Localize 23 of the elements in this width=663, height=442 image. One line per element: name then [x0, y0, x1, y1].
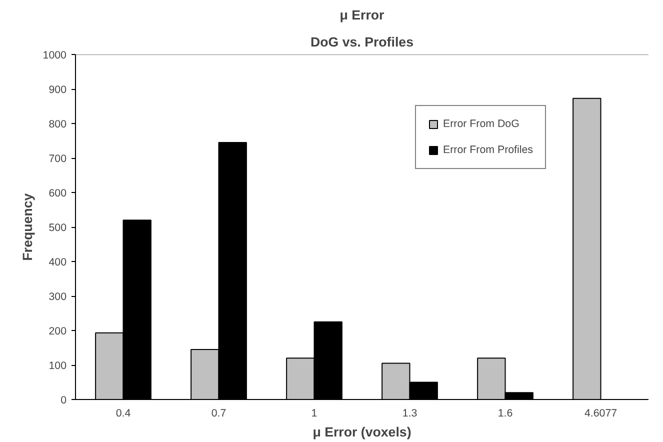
y-tick-label: 100	[48, 360, 67, 372]
y-tick-label: 800	[48, 118, 67, 130]
x-axis-title: μ Error (voxels)	[312, 424, 412, 440]
y-tick-label: 0	[60, 394, 67, 406]
y-tick-label: 500	[48, 222, 67, 234]
legend-label: Error From Profiles	[443, 144, 533, 156]
legend-label: Error From DoG	[443, 118, 520, 130]
chart-subtitle: DoG vs. Profiles	[310, 34, 414, 50]
y-tick-label: 900	[48, 84, 67, 96]
y-tick-label: 200	[48, 326, 67, 338]
x-tick-label: 0.7	[211, 408, 226, 420]
x-tick-label: 0.4	[116, 408, 131, 420]
y-tick-label: 700	[48, 153, 67, 165]
y-tick-label: 600	[48, 188, 67, 200]
x-tick-label: 4.6077	[584, 408, 618, 420]
y-tick-label: 400	[48, 256, 67, 268]
y-tick-label: 1000	[42, 50, 67, 62]
y-tick-label: 300	[48, 291, 67, 303]
y-axis-title: Frequency	[20, 192, 35, 261]
x-tick-label: 1	[311, 408, 318, 420]
x-tick-label: 1.3	[402, 408, 418, 420]
x-tick-label: 1.6	[498, 408, 513, 420]
chart-title: μ Error	[340, 8, 384, 22]
